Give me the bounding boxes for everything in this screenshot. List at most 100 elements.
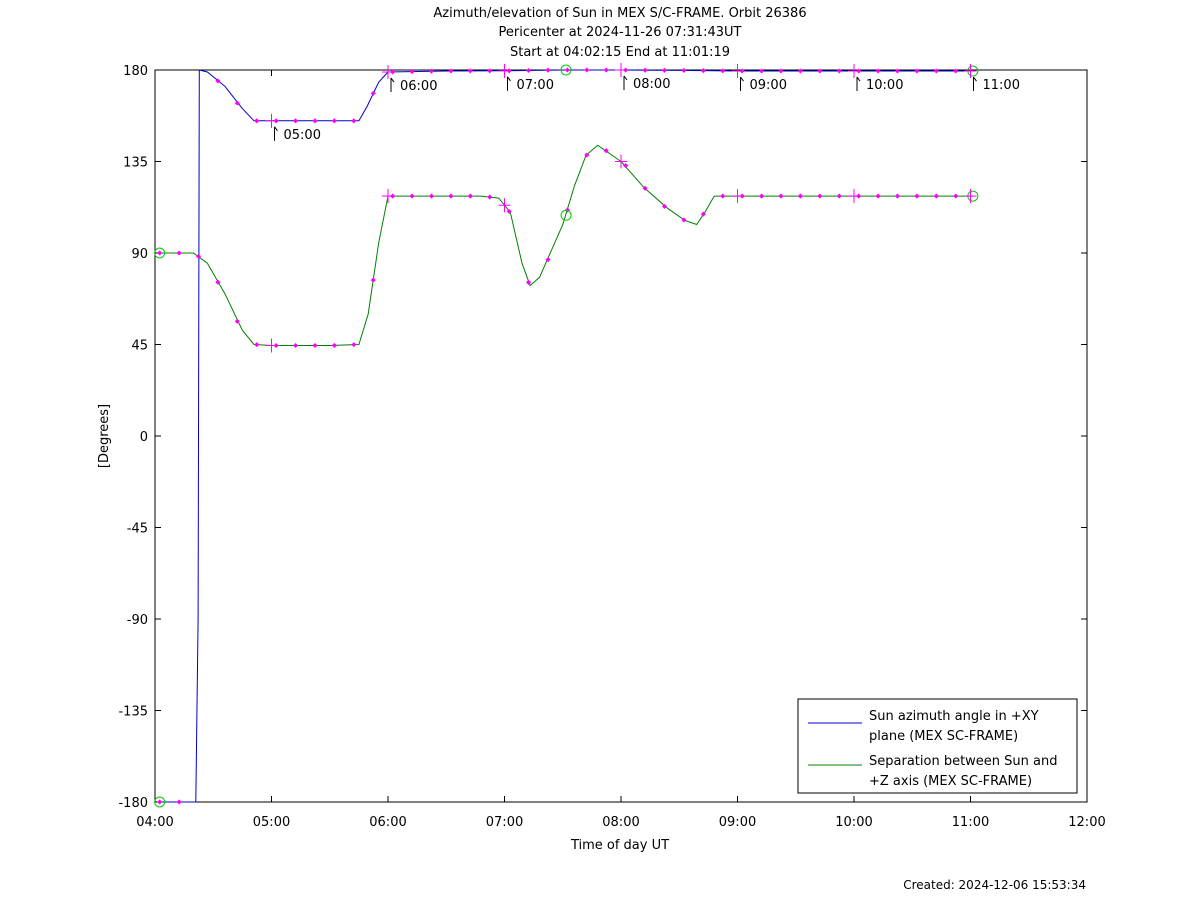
data-point bbox=[797, 193, 803, 199]
hour-annotation-arrow bbox=[507, 76, 511, 82]
data-point bbox=[603, 148, 609, 154]
hour-annotation-label: 05:00 bbox=[284, 128, 321, 143]
y-tick-label: 45 bbox=[131, 339, 148, 354]
x-tick-label: 12:00 bbox=[1068, 815, 1105, 830]
data-point bbox=[759, 193, 765, 199]
data-point bbox=[953, 193, 959, 199]
chart-title: Azimuth/elevation of Sun in MEX S/C-FRAM… bbox=[433, 6, 806, 21]
endpoint-marker bbox=[154, 247, 166, 259]
data-point bbox=[487, 194, 493, 200]
data-point bbox=[176, 250, 182, 256]
data-point bbox=[448, 193, 454, 199]
data-point bbox=[467, 193, 473, 199]
data-point bbox=[933, 193, 939, 199]
data-point bbox=[778, 68, 784, 74]
data-point bbox=[720, 193, 726, 199]
hour-annotation-arrow bbox=[274, 126, 278, 132]
data-point bbox=[759, 68, 765, 74]
x-tick-label: 06:00 bbox=[369, 815, 406, 830]
data-point bbox=[564, 67, 570, 73]
legend-label-separation-1: Separation between Sun and bbox=[869, 754, 1057, 769]
data-point bbox=[448, 68, 454, 74]
data-point bbox=[720, 68, 726, 74]
y-tick-label: -45 bbox=[127, 522, 148, 537]
hour-annotation-label: 11:00 bbox=[983, 78, 1020, 93]
y-tick-label: 135 bbox=[123, 156, 148, 171]
data-point bbox=[254, 118, 260, 124]
data-point bbox=[875, 193, 881, 199]
axes-frame: 04:00 05:00 06:00 07:00 08:00 09:00 10:00 11:00… bbox=[118, 64, 1105, 830]
data-point bbox=[195, 253, 202, 259]
data-point bbox=[234, 100, 240, 106]
data-point bbox=[293, 118, 299, 124]
pericenter-marker-separation bbox=[560, 209, 572, 221]
data-point bbox=[894, 193, 901, 199]
data-point bbox=[526, 67, 532, 74]
data-point bbox=[778, 193, 784, 199]
data-point bbox=[234, 318, 240, 324]
hour-annotation-label: 08:00 bbox=[633, 77, 670, 92]
data-point bbox=[817, 193, 823, 199]
data-point bbox=[797, 68, 803, 74]
data-point bbox=[176, 799, 182, 805]
x-tick-label: 05:00 bbox=[253, 815, 290, 830]
data-point bbox=[370, 90, 376, 96]
x-tick-label: 08:00 bbox=[602, 815, 639, 830]
data-point bbox=[914, 193, 920, 199]
y-tick-label: -180 bbox=[118, 796, 148, 811]
data-point bbox=[215, 279, 221, 285]
data-point bbox=[933, 68, 939, 74]
data-point bbox=[312, 342, 318, 349]
legend-label-separation-2: +Z axis (MEX SC-FRAME) bbox=[869, 774, 1032, 789]
data-markers bbox=[154, 63, 979, 808]
data-point bbox=[700, 68, 706, 74]
data-point bbox=[894, 68, 901, 74]
data-point bbox=[351, 118, 357, 124]
hour-annotation-arrow bbox=[390, 77, 395, 83]
x-tick-label: 09:00 bbox=[719, 815, 756, 830]
endpoint-marker bbox=[154, 796, 166, 808]
x-axis-label: Time of day UT bbox=[570, 838, 669, 853]
x-tick-label: 10:00 bbox=[835, 815, 872, 830]
data-point bbox=[545, 257, 551, 263]
data-point bbox=[215, 78, 221, 84]
data-point bbox=[506, 208, 512, 214]
y-tick-label: 90 bbox=[131, 247, 148, 262]
data-point bbox=[467, 68, 473, 74]
hour-annotations: 05:00 06:00 07:00 08:00 09:00 10:00 11:00 bbox=[274, 75, 1020, 143]
data-point bbox=[584, 67, 590, 73]
data-point bbox=[157, 250, 163, 256]
hour-annotation-label: 10:00 bbox=[866, 78, 903, 93]
legend-box bbox=[797, 698, 1078, 794]
data-point bbox=[331, 342, 337, 348]
data-point bbox=[157, 799, 163, 805]
y-tick-label: -90 bbox=[127, 613, 148, 628]
legend-label-azimuth-1: Sun azimuth angle in +XY bbox=[869, 709, 1039, 724]
legend-label-azimuth-2: plane (MEX SC-FRAME) bbox=[869, 729, 1018, 744]
data-point bbox=[351, 342, 357, 348]
data-point bbox=[331, 118, 337, 124]
hour-annotation-arrow bbox=[623, 75, 628, 81]
data-point bbox=[914, 68, 920, 74]
data-point bbox=[428, 193, 435, 199]
hour-annotation-label: 09:00 bbox=[750, 78, 787, 93]
data-point bbox=[681, 67, 687, 73]
hour-annotation-label: 07:00 bbox=[517, 78, 554, 93]
data-point bbox=[409, 193, 415, 199]
hour-annotation-arrow bbox=[973, 76, 977, 82]
plot-frame bbox=[154, 69, 1088, 803]
data-point bbox=[603, 67, 609, 73]
y-axis-label: [Degrees] bbox=[97, 404, 112, 468]
data-point bbox=[428, 68, 435, 74]
hour-annotation-label: 06:00 bbox=[400, 79, 437, 94]
chart-subtitle-pericenter: Pericenter at 2024-11-26 07:31:43UT bbox=[498, 25, 741, 40]
data-point bbox=[526, 279, 532, 285]
hour-annotation-arrow bbox=[856, 76, 861, 82]
y-tick-label: 0 bbox=[140, 430, 148, 445]
data-point bbox=[642, 67, 648, 73]
data-point bbox=[487, 68, 493, 74]
data-point bbox=[370, 277, 376, 283]
data-point bbox=[312, 118, 318, 124]
data-point bbox=[623, 162, 629, 169]
